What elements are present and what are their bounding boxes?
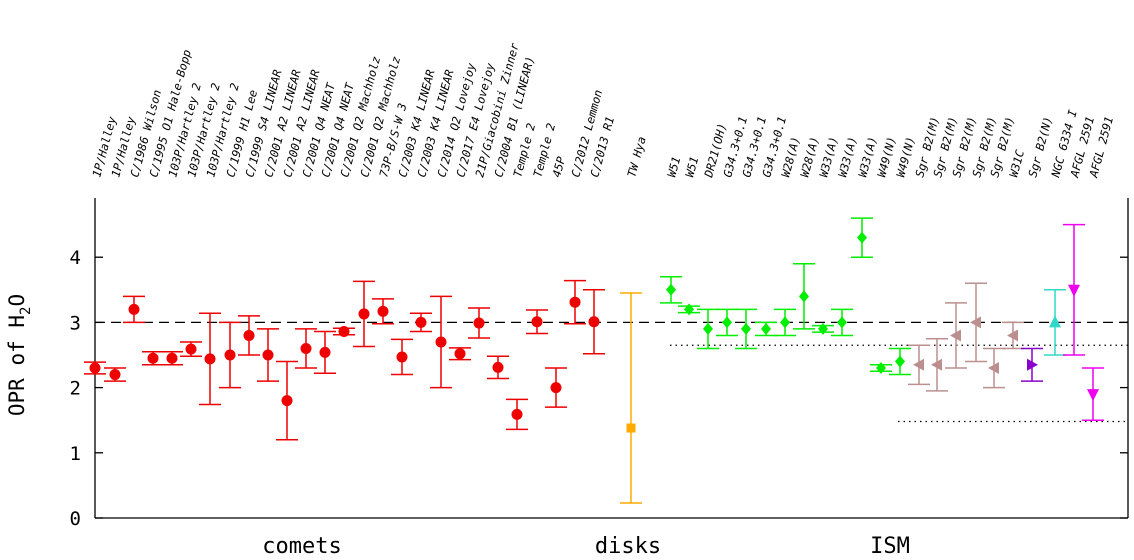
data-point-triangle-left: [931, 358, 942, 371]
data-point-circle: [281, 395, 293, 407]
data-point-circle: [396, 351, 408, 363]
data-point-circle: [511, 408, 523, 420]
data-point-circle: [243, 329, 255, 341]
data-point-circle: [262, 349, 274, 361]
object-label: W51: [682, 155, 701, 179]
data-point-triangle-right: [1027, 358, 1038, 371]
data-point-triangle-left: [913, 358, 924, 371]
data-point-circle: [128, 303, 140, 315]
data-point-circle: [377, 305, 389, 317]
group-label-disks: disks: [595, 534, 661, 559]
data-point-circle: [569, 296, 581, 308]
data-point-circle: [588, 316, 600, 328]
data-point-diamond: [684, 303, 694, 316]
data-point-circle: [358, 308, 370, 320]
object-label: W51: [664, 155, 683, 179]
data-point-circle: [492, 361, 504, 373]
data-point-circle: [531, 316, 543, 328]
data-point-triangle-up: [1049, 315, 1061, 328]
group-label-ism: ISM: [870, 534, 910, 559]
data-point-diamond: [895, 355, 905, 368]
data-point-triangle-left: [988, 362, 999, 375]
data-point-circle: [338, 326, 350, 338]
data-point-diamond: [761, 322, 771, 335]
data-point-diamond: [837, 316, 847, 329]
y-tick-label: 3: [70, 312, 81, 334]
data-point-diamond: [876, 362, 886, 375]
data-point-circle: [166, 352, 178, 364]
data-point-diamond: [666, 283, 676, 296]
reference-lines: [95, 321, 1128, 423]
object-label: TW Hya: [624, 135, 648, 179]
data-point-triangle-left: [1007, 329, 1018, 342]
data-point-circle: [550, 382, 562, 394]
svg-text:OPR of H2O: OPR of H2O: [5, 294, 34, 416]
data-point-diamond: [722, 316, 732, 329]
data-point-diamond: [741, 322, 751, 335]
y-axis-label-suffix: O: [5, 294, 29, 307]
data-point-diamond: [857, 231, 867, 244]
axes: 0 1 2 3 4: [70, 198, 1129, 530]
data-point-triangle-left: [950, 329, 961, 342]
data-point-diamond: [780, 316, 790, 329]
data-point-circle: [185, 343, 197, 355]
data-point-triangle-down: [1068, 284, 1080, 297]
group-label-comets: comets: [262, 534, 341, 559]
data-point-circle: [454, 348, 466, 360]
data-point-circle: [300, 342, 312, 354]
y-axis-label-subscript: 2: [18, 307, 34, 315]
data-point-circle: [89, 362, 101, 374]
data-point-circle: [319, 346, 331, 358]
data-point-square: [626, 423, 636, 433]
data-point-circle: [204, 353, 216, 365]
y-axis-label-prefix: OPR of H: [5, 315, 29, 416]
y-tick-label: 2: [70, 378, 81, 400]
data-point-circle: [147, 352, 159, 364]
data-point-diamond: [799, 290, 809, 303]
data-marks: [84, 217, 1104, 504]
data-point-circle: [415, 316, 427, 328]
data-point-diamond: [703, 322, 713, 335]
group-labels: comets disks ISM: [262, 534, 910, 559]
data-point-circle: [473, 317, 485, 329]
data-point-circle: [435, 336, 447, 348]
data-point-triangle-down: [1087, 389, 1099, 402]
data-point-circle: [224, 349, 236, 361]
y-tick-label: 1: [70, 443, 81, 465]
y-tick-label: 4: [70, 247, 81, 269]
data-point-diamond: [818, 322, 828, 335]
y-axis-label: OPR of H2O: [5, 294, 34, 416]
y-tick-label: 0: [70, 508, 81, 530]
data-point-triangle-left: [970, 316, 981, 329]
object-label: W31C: [1006, 148, 1027, 178]
object-label: 45P: [549, 155, 568, 179]
data-point-circle: [109, 369, 121, 381]
